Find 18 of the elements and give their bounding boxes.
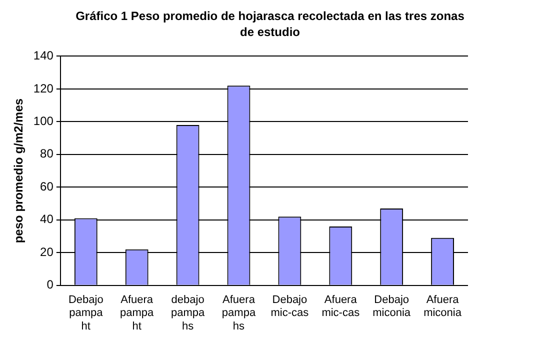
y-tick-label: 20: [40, 244, 54, 259]
y-tick-label: 140: [33, 48, 54, 63]
x-tick-label: Afuera miconia: [424, 294, 462, 320]
x-tick-label: Debajo miconia: [372, 294, 412, 320]
x-tick-label: Afuera pampa hs: [222, 294, 256, 332]
y-tick-label: 0: [46, 278, 54, 292]
x-tick-label: Debajo pampa ht: [68, 294, 104, 332]
x-tick-label: debajo pampa hs: [170, 294, 206, 332]
y-tick-label: 80: [40, 146, 54, 161]
chart-title: Gráfico 1 Peso promedio de hojarasca recolectada en las tres zonas de estudio: [74, 8, 466, 40]
x-tick-label: Debajo mic-cas: [270, 294, 310, 320]
y-tick-label: 120: [33, 81, 54, 96]
y-tick-label: 60: [40, 179, 54, 194]
y-axis-title: peso promedio g/m2/mes: [12, 98, 26, 244]
x-tick-label: Afuera mic-cas: [322, 294, 360, 320]
y-tick-label: 40: [40, 212, 54, 226]
x-tick-label: Afuera pampa ht: [120, 294, 155, 332]
y-tick-label: 100: [33, 114, 54, 128]
